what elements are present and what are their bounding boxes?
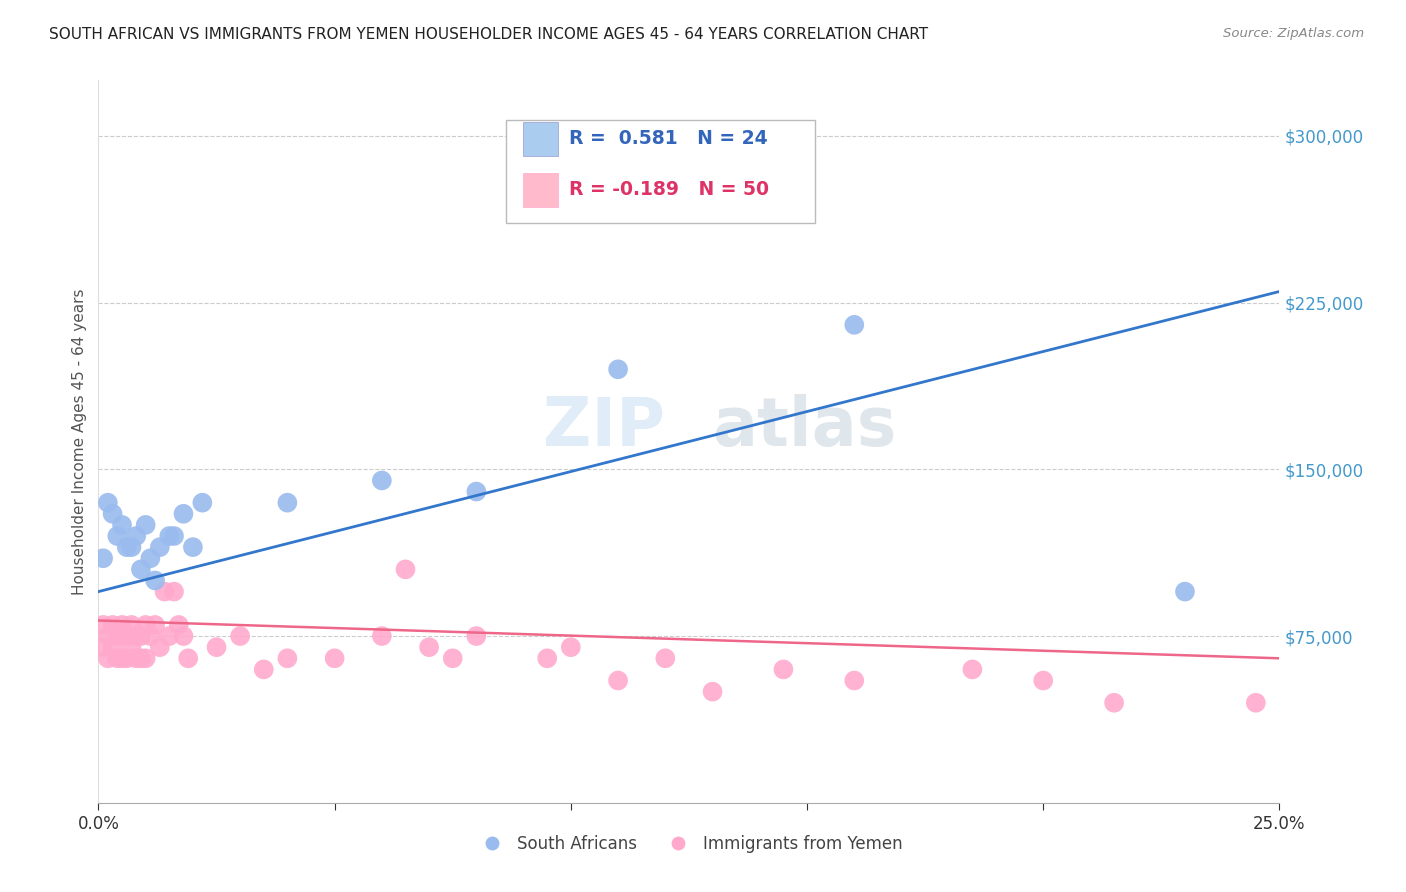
Point xyxy=(323,651,346,665)
Point xyxy=(607,673,630,688)
Point xyxy=(125,629,148,643)
Point xyxy=(172,507,194,521)
Point xyxy=(253,662,276,676)
Point xyxy=(157,529,180,543)
Point xyxy=(149,640,172,655)
Point xyxy=(101,507,124,521)
Point xyxy=(115,629,138,643)
Point xyxy=(163,529,186,543)
Point xyxy=(111,651,134,665)
Point xyxy=(97,651,120,665)
Point xyxy=(135,618,157,632)
Legend: South Africans, Immigrants from Yemen: South Africans, Immigrants from Yemen xyxy=(468,828,910,860)
Point xyxy=(115,651,138,665)
Point xyxy=(135,517,157,532)
Point xyxy=(276,496,298,510)
Point xyxy=(111,618,134,632)
Point xyxy=(1032,673,1054,688)
Point xyxy=(163,584,186,599)
Point xyxy=(394,562,416,576)
Point xyxy=(101,640,124,655)
Point xyxy=(441,651,464,665)
Point xyxy=(772,662,794,676)
Point xyxy=(205,640,228,655)
Point xyxy=(91,551,114,566)
Point xyxy=(129,651,152,665)
Point xyxy=(149,540,172,554)
Point xyxy=(101,618,124,632)
Text: Source: ZipAtlas.com: Source: ZipAtlas.com xyxy=(1223,27,1364,40)
Point xyxy=(111,517,134,532)
Point xyxy=(607,362,630,376)
Point xyxy=(465,484,488,499)
Point xyxy=(139,629,162,643)
Point xyxy=(135,651,157,665)
Point xyxy=(167,618,190,632)
Point xyxy=(121,618,143,632)
Point xyxy=(844,673,866,688)
Point xyxy=(153,584,176,599)
Point xyxy=(177,651,200,665)
Point xyxy=(702,684,724,698)
Point xyxy=(371,474,394,488)
Point xyxy=(172,629,194,643)
Point xyxy=(418,640,440,655)
Point xyxy=(121,540,143,554)
Point xyxy=(97,496,120,510)
Point xyxy=(143,574,166,588)
Point xyxy=(844,318,866,332)
Point xyxy=(157,629,180,643)
Point xyxy=(129,629,152,643)
Point xyxy=(181,540,204,554)
Point xyxy=(105,629,128,643)
Point xyxy=(91,640,114,655)
Point xyxy=(536,651,558,665)
Point xyxy=(121,640,143,655)
Point xyxy=(229,629,252,643)
Point xyxy=(276,651,298,665)
Text: SOUTH AFRICAN VS IMMIGRANTS FROM YEMEN HOUSEHOLDER INCOME AGES 45 - 64 YEARS COR: SOUTH AFRICAN VS IMMIGRANTS FROM YEMEN H… xyxy=(49,27,928,42)
Point xyxy=(1102,696,1125,710)
Point xyxy=(105,529,128,543)
Text: atlas: atlas xyxy=(713,394,897,460)
Point xyxy=(105,651,128,665)
Point xyxy=(962,662,984,676)
Point xyxy=(371,629,394,643)
Point xyxy=(125,651,148,665)
Point xyxy=(91,618,114,632)
Point xyxy=(560,640,582,655)
Y-axis label: Householder Income Ages 45 - 64 years: Householder Income Ages 45 - 64 years xyxy=(72,288,87,595)
Point xyxy=(1244,696,1267,710)
Point xyxy=(129,562,152,576)
Point xyxy=(115,540,138,554)
Point xyxy=(143,618,166,632)
Point xyxy=(465,629,488,643)
Point xyxy=(654,651,676,665)
Text: R =  0.581   N = 24: R = 0.581 N = 24 xyxy=(569,129,768,148)
Text: ZIP: ZIP xyxy=(543,394,665,460)
Point xyxy=(125,529,148,543)
Point xyxy=(191,496,214,510)
Text: R = -0.189   N = 50: R = -0.189 N = 50 xyxy=(569,180,769,200)
Point xyxy=(139,551,162,566)
Point xyxy=(97,629,120,643)
Point xyxy=(1174,584,1197,599)
